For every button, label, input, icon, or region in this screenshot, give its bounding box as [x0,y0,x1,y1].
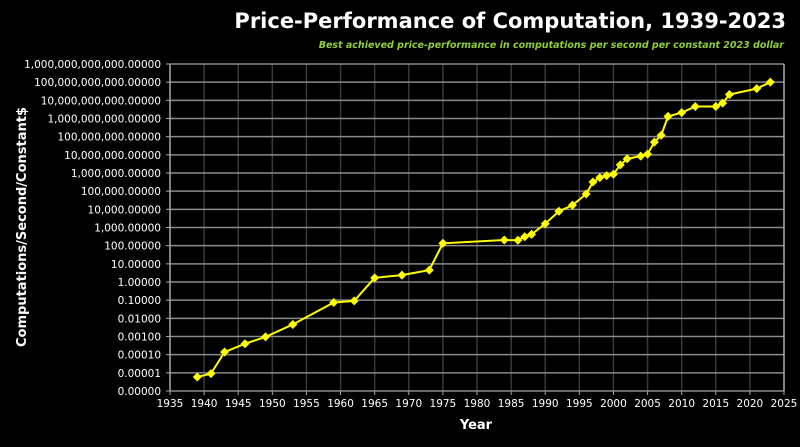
y-tick-label: 0.00010 [118,350,161,362]
data-point [608,169,618,179]
data-point [220,347,230,357]
y-tick-label: 0.01000 [118,313,161,325]
chart-title: Price-Performance of Computation, 1939-2… [234,9,786,33]
y-tick-label: 10,000.00000 [88,204,161,216]
gridlines [166,63,785,395]
data-point [663,111,673,121]
data-point [206,369,216,379]
y-tick-label: 100,000.00000 [81,186,161,198]
x-tick-label: 1965 [361,398,388,410]
data-point [718,98,728,108]
x-tick-label: 1975 [430,398,457,410]
data-point [656,130,666,140]
data-point [581,189,591,199]
data-point [636,151,646,161]
x-tick-label: 1950 [259,398,286,410]
x-tick-label: 1945 [225,398,252,410]
y-tick-label: 1.00000 [118,277,161,289]
data-point [554,206,564,216]
x-tick-label: 2000 [600,398,627,410]
data-point [615,160,625,170]
x-tick-label: 2015 [702,398,729,410]
data-point [192,372,202,382]
x-tick-label: 2025 [771,398,798,410]
y-tick-labels: 0.00000 0.00001 0.00010 0.00100 0.01000 0.100… [24,59,161,398]
y-tick-label: 0.00100 [118,332,161,344]
data-point [765,77,775,87]
x-tick-label: 1955 [293,398,320,410]
x-tick-labels: 1935 1940 1945 1950 1955 1960 1965 1970 1975 1980… [157,398,798,410]
data-point [240,339,250,349]
x-tick-label: 1940 [191,398,218,410]
y-tick-label: 100,000,000,000.00000 [34,77,161,89]
data-point [752,84,762,94]
data-point [349,296,359,306]
data-point [540,219,550,229]
series-path [197,81,771,378]
data-point [288,319,298,329]
x-tick-label: 1960 [327,398,354,410]
x-tick-label: 2005 [634,398,661,410]
y-tick-label: 10.00000 [111,259,161,271]
chart-subtitle: Best achieved price-performance in compu… [318,40,784,51]
x-tick-label: 1995 [566,398,593,410]
data-point [438,238,448,248]
data-point [513,235,523,245]
data-point [622,154,632,164]
data-point [520,232,530,242]
y-tick-label: 100,000,000.00000 [57,132,161,144]
y-tick-label: 1,000,000,000,000.00000 [24,59,161,71]
data-point [424,265,434,275]
data-point [711,101,721,111]
data-point [595,173,605,183]
data-point [329,298,339,308]
x-tick-label: 1935 [157,398,184,410]
y-tick-label: 10,000,000.00000 [64,150,161,162]
data-point [397,270,407,280]
data-point [649,137,659,147]
x-axis-title: Year [459,418,493,433]
x-tick-label: 2010 [668,398,695,410]
data-point [690,101,700,111]
y-tick-label: 1,000.00000 [94,223,161,235]
x-tick-label: 1985 [498,398,525,410]
data-point [568,200,578,210]
x-tick-label: 1990 [532,398,559,410]
data-point [527,229,537,239]
y-axis-title: Computations/Second/Constant$ [15,107,30,347]
data-point [602,171,612,181]
data-point [588,177,598,187]
data-point [677,108,687,118]
data-point [499,235,509,245]
y-tick-label: 10,000,000,000.00000 [41,95,161,107]
data-point [370,273,380,283]
y-tick-label: 0.10000 [118,295,161,307]
x-tick-label: 2020 [737,398,764,410]
data-point [724,89,734,99]
y-tick-label: 0.00001 [118,368,161,380]
series-line [192,77,775,382]
data-point [261,332,271,342]
x-tick-label: 1980 [464,398,491,410]
y-tick-label: 0.00000 [118,386,161,398]
y-tick-label: 1,000,000.00000 [71,168,161,180]
data-point [643,149,653,159]
y-tick-label: 1,000,000,000.00000 [47,114,161,126]
y-tick-label: 100.00000 [104,241,161,253]
x-tick-label: 1970 [395,398,422,410]
